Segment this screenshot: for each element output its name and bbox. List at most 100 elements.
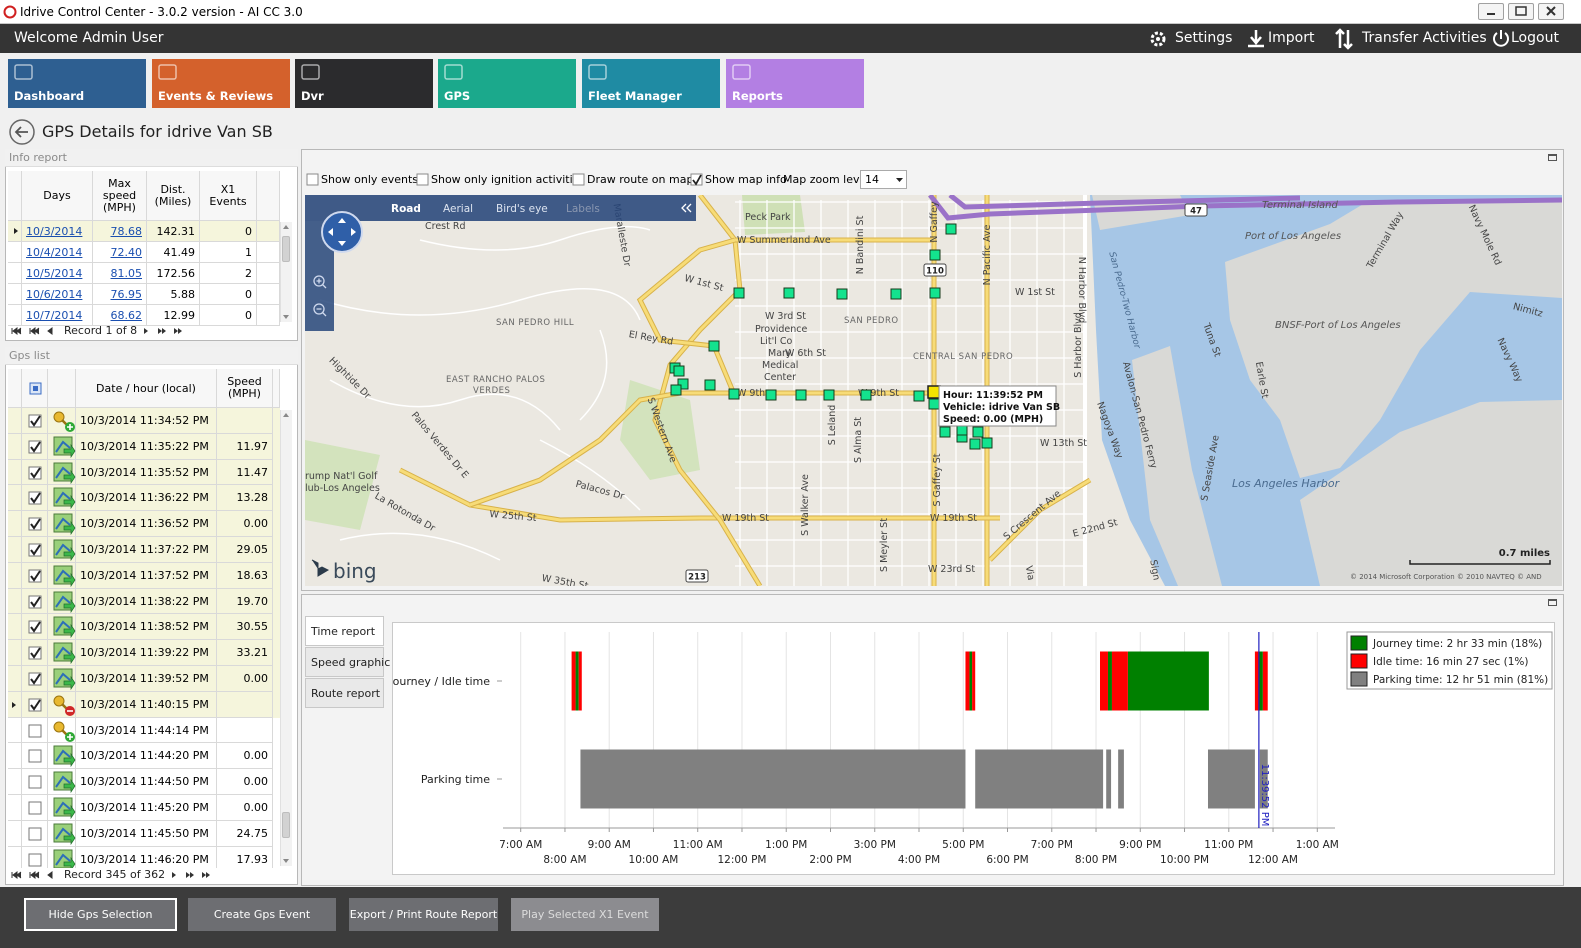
timeline-segment[interactable]	[1118, 749, 1124, 809]
gps-point[interactable]	[972, 426, 984, 438]
link-cell[interactable]: 72.40	[93, 242, 147, 263]
gps-point[interactable]	[728, 388, 740, 400]
action-button[interactable]: Hide Gps Selection	[24, 898, 177, 931]
gps-point[interactable]	[670, 384, 682, 396]
timeline-segment[interactable]	[578, 651, 582, 711]
map-style-tab[interactable]: Labels	[566, 203, 600, 215]
row-checkbox[interactable]	[28, 749, 42, 763]
gps-row[interactable]: 10/3/2014 11:46:20 PM 17.93	[8, 846, 280, 868]
link-cell[interactable]: 68.62	[93, 305, 147, 326]
timeline-segment[interactable]	[1254, 651, 1259, 711]
panel-restore[interactable]	[1548, 599, 1557, 606]
gps-row[interactable]: 10/3/2014 11:38:22 PM 19.70	[8, 588, 280, 615]
zoom-out[interactable]	[313, 303, 325, 315]
gps-point[interactable]	[969, 438, 981, 450]
timeline-segment[interactable]	[975, 749, 1104, 809]
gps-row[interactable]: 10/3/2014 11:35:22 PM 11.97	[8, 433, 280, 460]
toolbar-collapse[interactable]	[681, 203, 692, 213]
row-checkbox[interactable]	[28, 801, 42, 815]
timeline-segment[interactable]	[969, 651, 973, 711]
timeline-segment[interactable]	[1111, 651, 1128, 711]
action-button[interactable]: Play Selected X1 Event	[511, 898, 659, 931]
gps-row[interactable]: 10/3/2014 11:40:15 PM	[8, 691, 280, 718]
link-cell[interactable]: 10/6/2014	[22, 284, 93, 305]
gps-point[interactable]	[928, 398, 940, 410]
pager-button[interactable]	[202, 872, 210, 878]
gps-row[interactable]: 10/3/2014 11:44:14 PM	[8, 717, 280, 744]
timeline-segment[interactable]	[1127, 651, 1209, 711]
option-label[interactable]: Show map info	[705, 173, 787, 186]
timeline-segment[interactable]	[580, 749, 966, 809]
timeline-segment[interactable]	[1258, 651, 1263, 711]
report-tab[interactable]: Time report	[305, 616, 384, 646]
gps-point[interactable]	[860, 389, 872, 401]
checkbox[interactable]	[416, 173, 429, 186]
nav-tile[interactable]: GPS	[438, 59, 576, 108]
nav-tile[interactable]: Events & Reviews	[152, 59, 290, 108]
option-label[interactable]: Show only ignition activities	[431, 173, 586, 186]
row-checkbox[interactable]	[28, 853, 42, 867]
nav-tile[interactable]: Reports	[726, 59, 864, 108]
timeline-segment[interactable]	[575, 651, 579, 711]
timeline-segment[interactable]	[1100, 651, 1108, 711]
link-cell[interactable]: 81.05	[93, 263, 147, 284]
link-cell[interactable]: 78.68	[93, 221, 147, 242]
gps-point[interactable]	[733, 287, 745, 299]
option-label[interactable]: Show only events	[321, 173, 419, 186]
nav-tile[interactable]: Fleet Manager	[582, 59, 720, 108]
pager-button[interactable]	[144, 328, 148, 334]
gps-point[interactable]	[945, 223, 957, 235]
pager-button[interactable]	[29, 327, 40, 335]
gps-point[interactable]	[981, 437, 993, 449]
tile-label[interactable]: Dvr	[301, 89, 324, 103]
map-style-tab[interactable]: Road	[391, 203, 421, 215]
gps-point[interactable]	[795, 389, 807, 401]
timeline-segment[interactable]	[1207, 749, 1255, 809]
option-label[interactable]: Draw route on map	[587, 173, 694, 186]
gps-point[interactable]	[939, 426, 951, 438]
checkbox[interactable]	[306, 173, 319, 186]
gps-row[interactable]: 10/3/2014 11:38:52 PM 30.55	[8, 614, 280, 641]
nav-tile[interactable]: Dashboard	[8, 59, 146, 108]
link-cell[interactable]: 10/7/2014	[22, 305, 93, 326]
gps-row[interactable]: 10/3/2014 11:44:20 PM 0.00	[8, 743, 280, 770]
gps-point[interactable]	[765, 389, 777, 401]
timeline-segment[interactable]	[1106, 749, 1112, 809]
report-tab[interactable]: Speed graphic	[305, 647, 390, 677]
scroll-thumb[interactable]	[282, 236, 290, 262]
gps-row[interactable]: 10/3/2014 11:39:52 PM 0.00	[8, 666, 280, 692]
map-style-tab[interactable]: Bird's eye	[496, 203, 548, 215]
gps-row[interactable]: 10/3/2014 11:45:50 PM 24.75	[8, 820, 280, 847]
timeline-segment[interactable]	[1107, 651, 1112, 711]
gps-point[interactable]	[929, 249, 941, 261]
gps-row[interactable]: 10/3/2014 11:44:50 PM 0.00	[8, 769, 280, 795]
pager-button[interactable]	[11, 327, 22, 335]
gps-point[interactable]	[823, 389, 835, 401]
report-tab[interactable]: Route report	[305, 678, 384, 708]
nav-tile[interactable]: Dvr	[295, 59, 433, 108]
menu-item[interactable]: Import	[1268, 30, 1315, 46]
pager-button[interactable]	[47, 871, 53, 879]
menu-item[interactable]: Logout	[1511, 30, 1559, 46]
tile-label[interactable]: Dashboard	[14, 89, 85, 103]
pager-button[interactable]	[11, 871, 22, 879]
panel-restore[interactable]	[1548, 154, 1557, 161]
selected-gps-point[interactable]	[927, 385, 941, 399]
tile-label[interactable]: Reports	[732, 89, 783, 103]
pager-button[interactable]	[174, 328, 182, 334]
pan-control[interactable]	[321, 211, 363, 253]
row-checkbox[interactable]	[28, 724, 42, 738]
timeline-segment[interactable]	[972, 651, 976, 711]
pager-button[interactable]	[29, 871, 40, 879]
scroll-thumb[interactable]	[282, 812, 290, 838]
gps-point[interactable]	[836, 288, 848, 300]
row-checkbox[interactable]	[28, 775, 42, 789]
timeline-segment[interactable]	[1262, 651, 1268, 711]
gps-row[interactable]: 10/3/2014 11:45:20 PM 0.00	[8, 795, 280, 821]
timeline-segment[interactable]	[965, 651, 970, 711]
pager-button[interactable]	[47, 327, 53, 335]
window-button[interactable]	[1508, 3, 1534, 20]
gps-row[interactable]: 10/3/2014 11:37:22 PM 29.05	[8, 537, 280, 563]
gps-point[interactable]	[913, 390, 925, 402]
gps-point[interactable]	[783, 287, 795, 299]
